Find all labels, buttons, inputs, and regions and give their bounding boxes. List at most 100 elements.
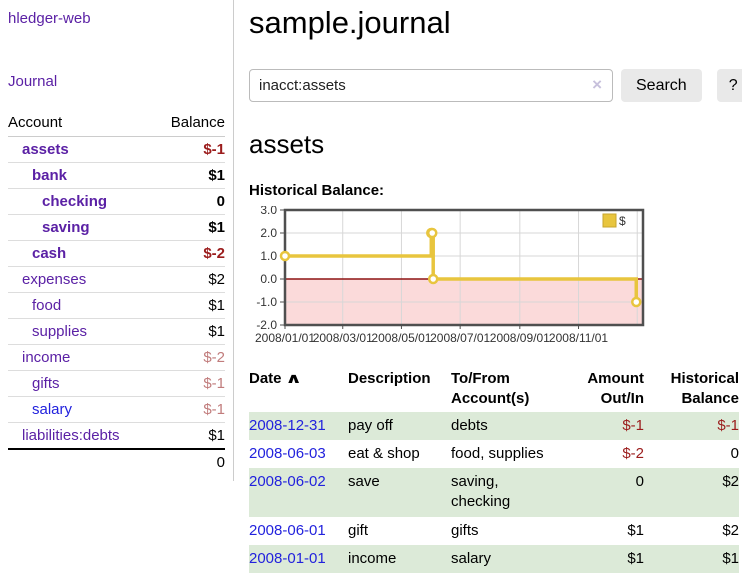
svg-text:-2.0: -2.0: [256, 318, 277, 332]
transaction-balance: $-1: [717, 416, 739, 434]
account-balance: $2: [154, 266, 225, 293]
account-link[interactable]: cash: [32, 245, 67, 262]
account-balance: $1: [154, 214, 225, 241]
transaction-accounts: food, supplies: [451, 444, 544, 462]
transaction-amount: $-2: [622, 444, 644, 462]
transaction-date-link[interactable]: 2008-12-31: [249, 416, 326, 434]
transaction-amount: 0: [635, 473, 644, 490]
account-row: liabilities:debts $1: [8, 422, 225, 450]
account-row: supplies $1: [8, 318, 225, 345]
account-row: expenses $2: [8, 266, 225, 293]
transaction-balance: $2: [722, 521, 739, 539]
transaction-date-link[interactable]: 2008-06-03: [249, 444, 326, 462]
chart-title: Historical Balance:: [249, 182, 385, 199]
account-link[interactable]: food: [32, 297, 62, 314]
account-row: checking 0: [8, 188, 225, 215]
transaction-accounts: salary: [451, 549, 492, 567]
account-balance: $1: [154, 292, 225, 319]
register-header-balance: Historical Balance: [670, 370, 739, 408]
transaction-balance: $1: [722, 549, 739, 567]
account-row: food $1: [8, 292, 225, 319]
historical-balance-chart: 3.0 2.0 1.0 0.0 -1.0 -2.0 2008/01/01 2008/03/01…: [249, 203, 742, 352]
account-link[interactable]: gifts: [32, 375, 60, 392]
help-button[interactable]: ?: [716, 69, 742, 102]
svg-text:3.0: 3.0: [260, 206, 277, 217]
transaction-description: income: [348, 549, 397, 567]
account-row: gifts $-1: [8, 370, 225, 397]
svg-text:2008/05/01: 2008/05/01: [371, 331, 431, 345]
search-button[interactable]: Search: [621, 69, 702, 102]
account-link[interactable]: assets: [22, 141, 69, 158]
account-balance: $-2: [154, 344, 225, 371]
svg-text:2008/07/01: 2008/07/01: [430, 331, 490, 345]
sidebar-item-journal[interactable]: Journal: [8, 73, 58, 90]
clear-search-icon[interactable]: ×: [592, 75, 602, 94]
accounts-header-balance: Balance: [154, 111, 225, 137]
transaction-row: 2008-06-02 save saving, checking 0 $2: [249, 468, 739, 517]
sidebar: hledger-web Journal Account Balance asse…: [0, 0, 234, 481]
transaction-description: gift: [348, 521, 369, 539]
account-link[interactable]: salary: [32, 401, 73, 418]
account-heading: assets: [249, 129, 325, 159]
account-row: bank $1: [8, 162, 225, 189]
main-content: sample.journal × Search ? assets Histori…: [234, 0, 742, 573]
transaction-balance: $2: [722, 473, 739, 490]
transaction-description: eat & shop: [348, 444, 420, 462]
svg-text:$: $: [619, 214, 626, 228]
register-table: Date ∧ Description To/From Account(s) Amo…: [249, 367, 739, 573]
accounts-balance-table: Account Balance assets $-1 bank $1 checking 0…: [8, 111, 225, 475]
account-balance: $1: [154, 422, 225, 450]
account-row: income $-2: [8, 344, 225, 371]
transaction-amount: $1: [627, 521, 644, 539]
svg-text:1.0: 1.0: [260, 249, 277, 263]
transaction-balance: 0: [730, 444, 739, 462]
transaction-date-link[interactable]: 2008-01-01: [249, 549, 326, 567]
svg-text:-1.0: -1.0: [256, 295, 277, 309]
account-balance: $1: [154, 318, 225, 345]
account-link[interactable]: income: [22, 349, 71, 366]
transaction-date-link[interactable]: 2008-06-02: [249, 473, 326, 490]
accounts-total-row: 0: [8, 448, 225, 475]
account-balance: $-1: [154, 136, 225, 163]
transaction-row: 2008-01-01 income salary $1 $1: [249, 544, 739, 573]
account-balance: 0: [154, 188, 225, 215]
account-link[interactable]: checking: [42, 193, 108, 210]
account-row: assets $-1: [8, 136, 225, 163]
transaction-row: 2008-06-01 gift gifts $1 $2: [249, 517, 739, 545]
account-row: saving $1: [8, 214, 225, 241]
transaction-row: 2008-06-03 eat & shop food, supplies $-2 0: [249, 440, 739, 468]
search-input[interactable]: [249, 69, 613, 102]
account-balance: $1: [154, 162, 225, 189]
account-balance: $-2: [154, 240, 225, 267]
account-row: cash $-2: [8, 240, 225, 267]
transaction-row: 2008-12-31 pay off debts $-1 $-1: [249, 411, 739, 440]
account-link[interactable]: saving: [42, 219, 90, 236]
account-link[interactable]: supplies: [32, 323, 88, 340]
transaction-description: save: [348, 473, 380, 490]
account-balance: $-1: [154, 370, 225, 397]
page-title: sample.journal: [249, 5, 451, 40]
svg-text:2.0: 2.0: [260, 226, 277, 240]
account-link[interactable]: liabilities:debts: [22, 427, 120, 444]
account-link[interactable]: expenses: [22, 271, 87, 288]
transaction-accounts: saving, checking: [451, 473, 511, 511]
register-header-accounts: To/From Account(s): [451, 370, 530, 408]
svg-text:2008/03/01: 2008/03/01: [313, 331, 373, 345]
transaction-date-link[interactable]: 2008-06-01: [249, 521, 326, 539]
transaction-accounts: gifts: [451, 521, 479, 539]
sort-ascending-icon: ∧: [284, 370, 302, 386]
svg-text:0.0: 0.0: [260, 272, 277, 286]
register-header-description: Description: [348, 370, 431, 387]
svg-text:2008/01/01: 2008/01/01: [255, 331, 315, 345]
account-link[interactable]: bank: [32, 167, 68, 184]
register-header-date[interactable]: Date ∧: [249, 370, 302, 387]
svg-text:2008/11/01: 2008/11/01: [549, 331, 608, 345]
transaction-amount: $1: [627, 549, 644, 567]
transaction-description: pay off: [348, 416, 393, 434]
svg-text:2008/09/01: 2008/09/01: [490, 331, 550, 345]
brand-link[interactable]: hledger-web: [8, 10, 91, 27]
accounts-total-balance: 0: [154, 448, 225, 475]
transaction-accounts: debts: [451, 416, 488, 434]
register-header-amount: Amount Out/In: [587, 370, 644, 408]
